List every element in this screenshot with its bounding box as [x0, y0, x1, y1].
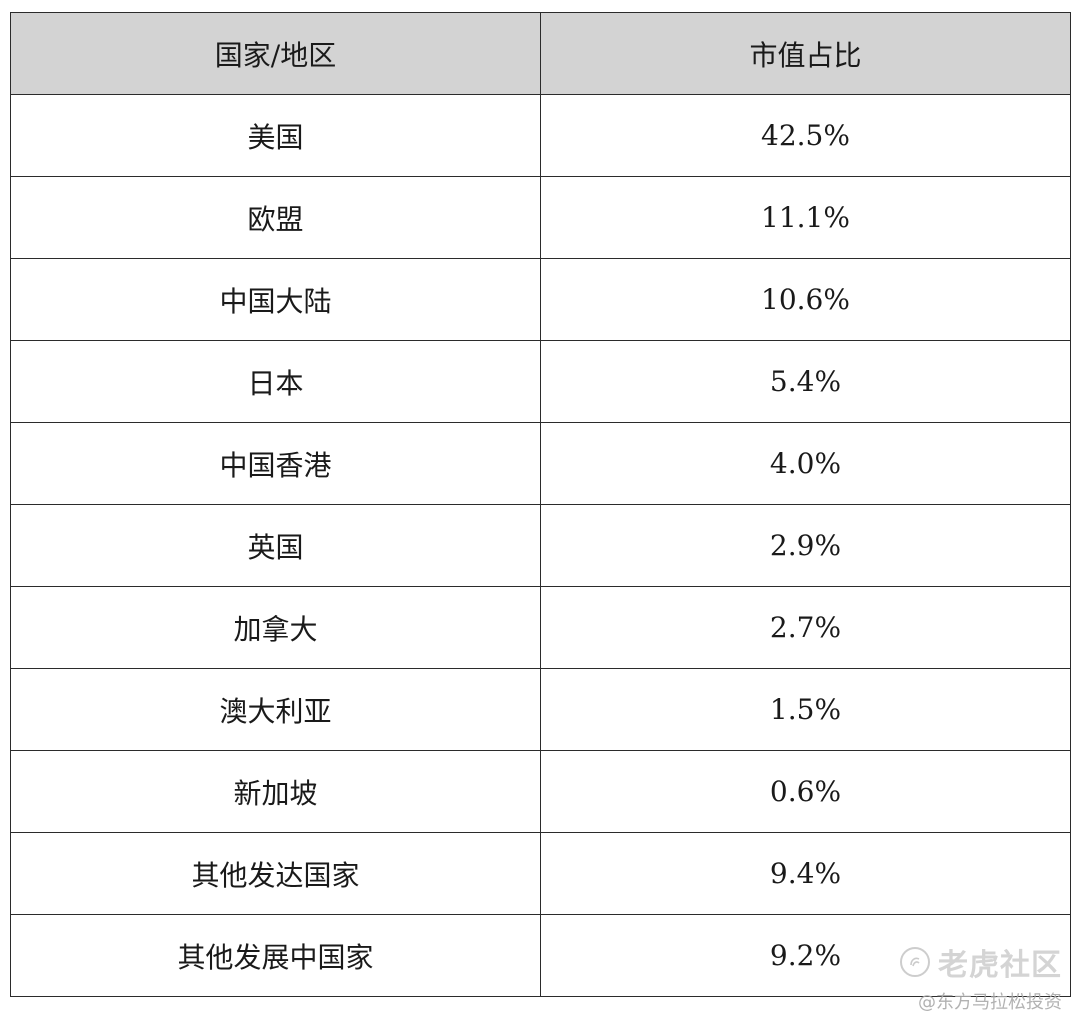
table-row: 新加坡 0.6%: [10, 750, 1071, 833]
table-row: 加拿大 2.7%: [10, 586, 1071, 669]
table-row: 中国大陆 10.6%: [10, 258, 1071, 341]
country-cell: 澳大利亚: [10, 668, 541, 751]
country-cell: 美国: [10, 94, 541, 177]
table-row: 美国 42.5%: [10, 94, 1071, 177]
watermark-author: @东方马拉松投资: [918, 992, 1062, 1013]
table-row: 英国 2.9%: [10, 504, 1071, 587]
table-row: 其他发达国家 9.4%: [10, 832, 1071, 915]
share-cell: 9.4%: [540, 832, 1071, 915]
share-cell: 1.5%: [540, 668, 1071, 751]
table-row: 中国香港 4.0%: [10, 422, 1071, 505]
header-market-share: 市值占比: [540, 12, 1071, 95]
share-cell: 2.7%: [540, 586, 1071, 669]
country-cell: 中国大陆: [10, 258, 541, 341]
country-cell: 其他发展中国家: [10, 914, 541, 997]
table-row: 日本 5.4%: [10, 340, 1071, 423]
country-cell: 英国: [10, 504, 541, 587]
country-cell: 新加坡: [10, 750, 541, 833]
share-cell: 10.6%: [540, 258, 1071, 341]
market-cap-table-container: 国家/地区 市值占比 美国 42.5% 欧盟 11.1% 中国大陆 10.6% …: [10, 12, 1071, 997]
country-cell: 日本: [10, 340, 541, 423]
header-country: 国家/地区: [10, 12, 541, 95]
share-cell: 11.1%: [540, 176, 1071, 259]
share-cell: 0.6%: [540, 750, 1071, 833]
market-cap-table: 国家/地区 市值占比 美国 42.5% 欧盟 11.1% 中国大陆 10.6% …: [10, 12, 1071, 997]
table-row: 澳大利亚 1.5%: [10, 668, 1071, 751]
country-cell: 欧盟: [10, 176, 541, 259]
share-cell: 2.9%: [540, 504, 1071, 587]
share-cell: 9.2%: [540, 914, 1071, 997]
share-cell: 42.5%: [540, 94, 1071, 177]
country-cell: 中国香港: [10, 422, 541, 505]
table-header-row: 国家/地区 市值占比: [10, 12, 1071, 95]
table-row: 其他发展中国家 9.2%: [10, 914, 1071, 997]
share-cell: 4.0%: [540, 422, 1071, 505]
table-row: 欧盟 11.1%: [10, 176, 1071, 259]
country-cell: 加拿大: [10, 586, 541, 669]
share-cell: 5.4%: [540, 340, 1071, 423]
country-cell: 其他发达国家: [10, 832, 541, 915]
